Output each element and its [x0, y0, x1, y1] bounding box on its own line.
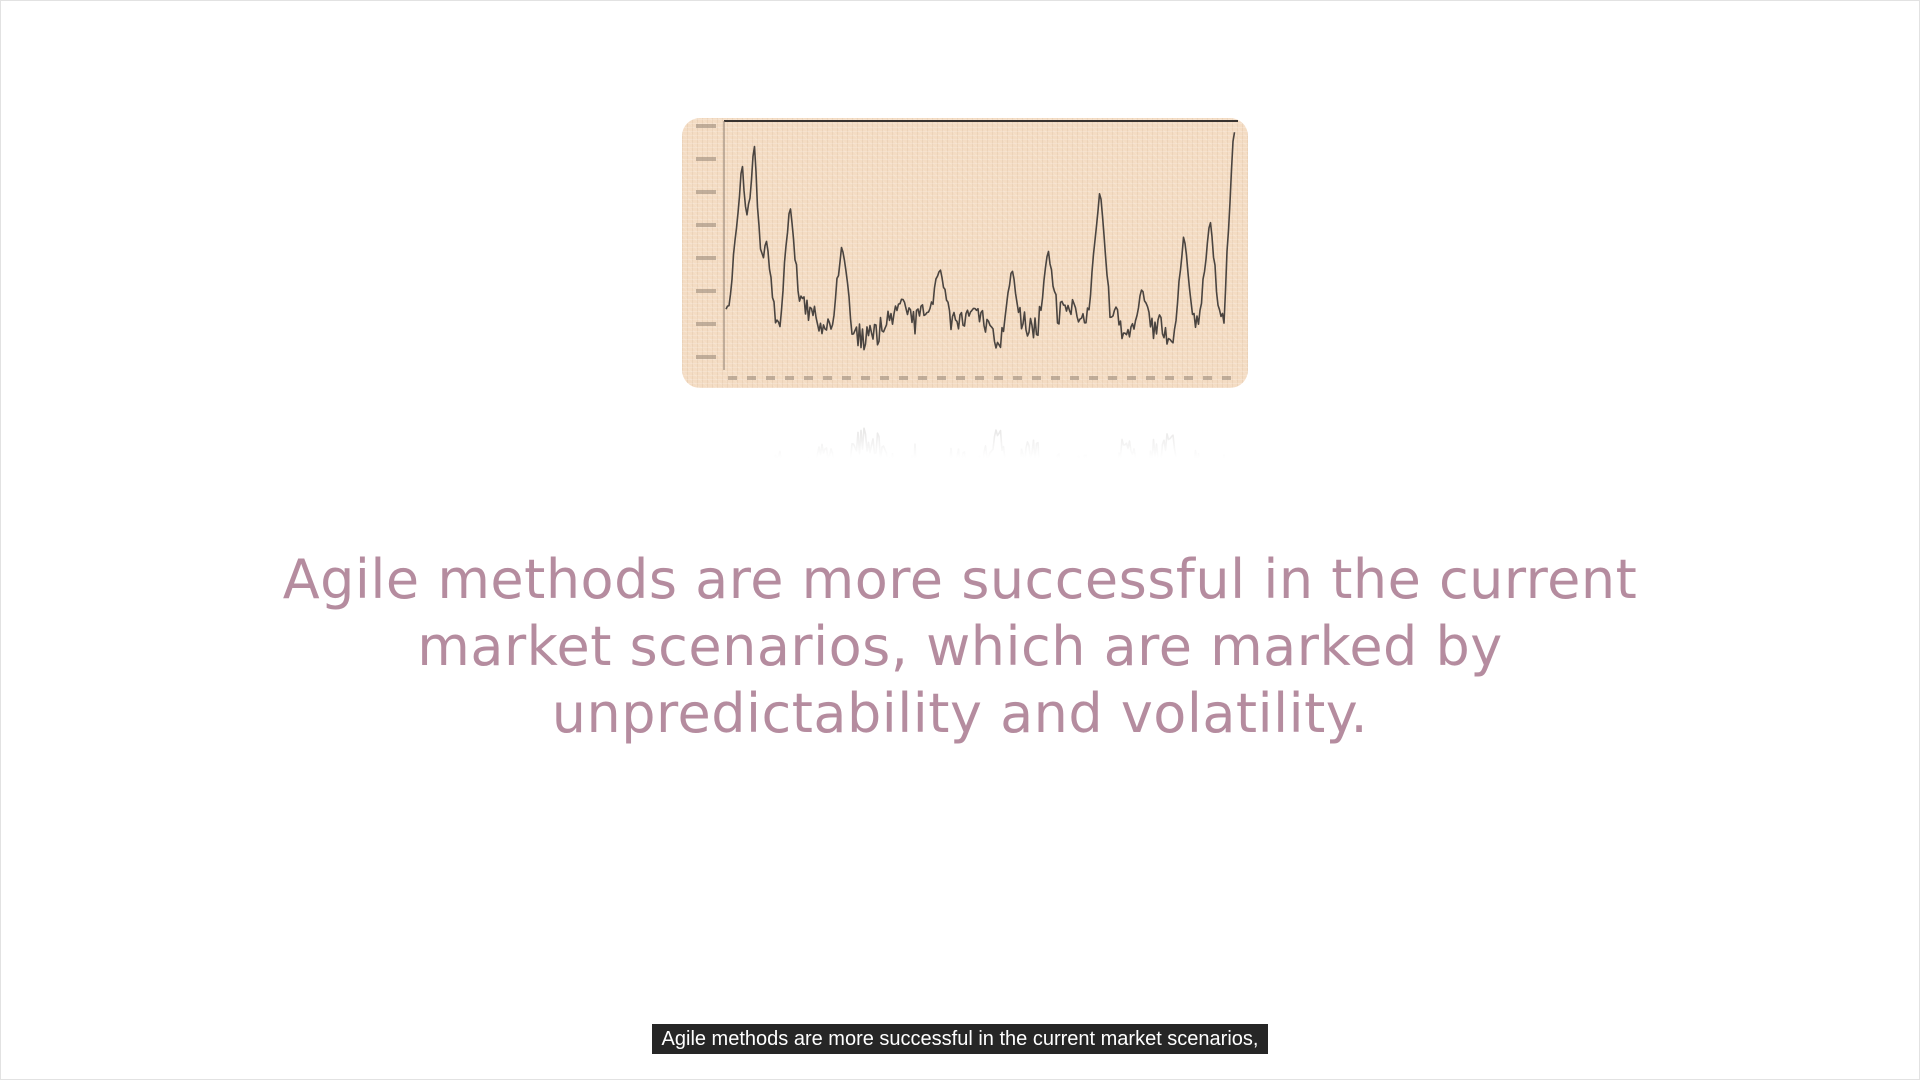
chart-y-tick	[696, 157, 716, 161]
volatility-chart-image	[682, 118, 1248, 388]
chart-x-tick	[1032, 376, 1041, 380]
chart-x-tick	[1203, 376, 1212, 380]
chart-x-tick	[994, 376, 1003, 380]
chart-series-line	[725, 132, 1236, 351]
chart-x-tick	[842, 376, 851, 380]
chart-x-tick	[880, 376, 889, 380]
chart-y-tick	[696, 223, 716, 227]
chart-x-tick	[918, 376, 927, 380]
chart-x-tick	[861, 376, 870, 380]
volatility-chart-svg	[696, 120, 1238, 380]
chart-y-tick	[696, 256, 716, 260]
slide-headline: Agile methods are more successful in the…	[282, 548, 1638, 745]
chart-reflection-svg	[774, 427, 1225, 458]
chart-y-tick	[696, 289, 716, 293]
chart-x-tick	[1127, 376, 1136, 380]
chart-y-tick	[696, 355, 716, 359]
reflection-group	[774, 427, 1225, 458]
chart-x-tick	[937, 376, 946, 380]
chart-x-tick	[804, 376, 813, 380]
chart-x-tick	[747, 376, 756, 380]
chart-x-tick	[1051, 376, 1060, 380]
chart-y-tick	[696, 124, 716, 128]
reflection-series-line	[774, 427, 1225, 458]
chart-x-tick	[1013, 376, 1022, 380]
chart-x-tick	[1089, 376, 1098, 380]
chart-x-tick	[766, 376, 775, 380]
chart-reflection	[682, 390, 1248, 458]
chart-x-tick	[1146, 376, 1155, 380]
chart-x-tick	[1165, 376, 1174, 380]
chart-y-tick	[696, 322, 716, 326]
chart-x-tick	[956, 376, 965, 380]
chart-y-tick	[696, 190, 716, 194]
chart-x-tick	[975, 376, 984, 380]
chart-x-tick	[823, 376, 832, 380]
chart-x-tick	[1184, 376, 1193, 380]
chart-x-tick	[1070, 376, 1079, 380]
chart-x-tick	[1222, 376, 1231, 380]
chart-x-tick	[899, 376, 908, 380]
subtitle-caption: Agile methods are more successful in the…	[651, 1024, 1269, 1054]
subtitle-bar: Agile methods are more successful in the…	[0, 1024, 1920, 1054]
chart-x-tick	[785, 376, 794, 380]
chart-x-tick	[1108, 376, 1117, 380]
chart-x-tick	[728, 376, 737, 380]
